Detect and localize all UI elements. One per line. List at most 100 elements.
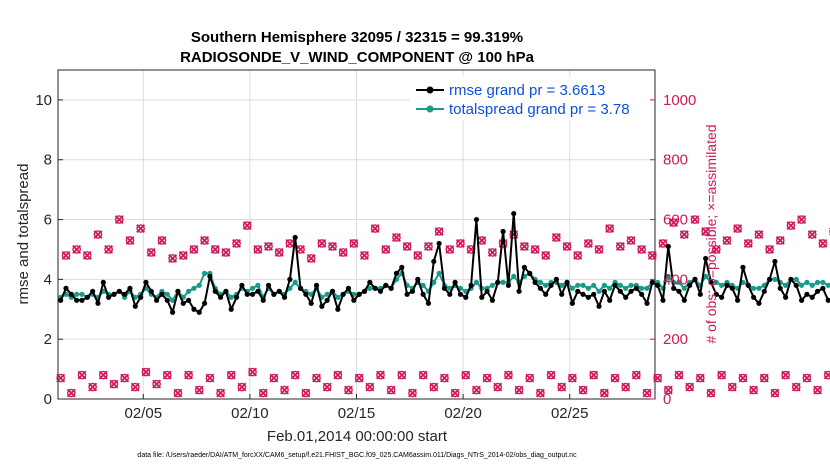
- possible-obs-point: [706, 388, 716, 398]
- rmse-point: [90, 288, 96, 294]
- possible-obs-point: [221, 248, 231, 257]
- assimilated-obs-point: [578, 385, 588, 395]
- assimilated-obs-point: [232, 239, 242, 248]
- assimilated-obs-point: [738, 373, 748, 383]
- assimilated-obs-point: [647, 250, 657, 260]
- totalspread-point: [804, 279, 810, 285]
- assimilated-obs-point: [200, 236, 210, 245]
- rmse-point: [473, 216, 480, 223]
- assimilated-obs-point: [274, 248, 284, 257]
- assimilated-obs-point: [535, 388, 545, 398]
- rmse-point: [239, 282, 245, 288]
- possible-obs-point: [786, 221, 796, 230]
- rmse-point: [532, 279, 538, 285]
- rmse-point: [58, 297, 64, 303]
- rmse-point: [212, 288, 218, 294]
- rmse-point: [63, 285, 69, 291]
- possible-obs-point: [120, 373, 129, 383]
- totalspread-point: [596, 288, 602, 294]
- assimilated-obs-point: [360, 250, 369, 260]
- totalspread-point: [511, 273, 517, 279]
- rmse-point: [548, 282, 554, 288]
- legend-totalspread-label: totalspread grand pr = 3.78: [449, 101, 630, 118]
- rmse-point: [665, 243, 671, 250]
- possible-obs-point: [482, 373, 492, 383]
- possible-obs-point: [333, 370, 343, 380]
- assimilated-obs-point: [376, 370, 385, 380]
- totalspread-point: [74, 291, 80, 297]
- possible-obs-point: [232, 239, 241, 248]
- assimilated-obs-point: [456, 239, 465, 248]
- rmse-point: [175, 288, 181, 294]
- possible-obs-point: [77, 370, 87, 380]
- rmse-point: [383, 282, 389, 288]
- possible-obs-point: [802, 373, 812, 383]
- possible-obs-point: [344, 385, 353, 395]
- assimilated-obs-point: [765, 245, 775, 254]
- possible-obs-point: [456, 239, 465, 248]
- assimilated-obs-point: [791, 382, 801, 392]
- assimilated-obs-point: [482, 373, 492, 383]
- possible-obs-point: [781, 370, 790, 380]
- rmse-point: [170, 309, 176, 315]
- possible-obs-point: [648, 251, 657, 260]
- assimilated-obs-point: [658, 239, 668, 248]
- assimilated-obs-point: [168, 253, 178, 263]
- totalspread-point: [607, 285, 613, 291]
- possible-obs-point: [610, 373, 620, 383]
- totalspread-point: [191, 285, 197, 291]
- possible-obs-point: [690, 215, 700, 224]
- possible-obs-point: [413, 251, 423, 260]
- rmse-point: [772, 258, 778, 265]
- rmse-point: [697, 291, 703, 297]
- possible-obs-point: [600, 388, 609, 398]
- assimilated-obs-point: [72, 245, 82, 254]
- totalspread-point: [591, 282, 597, 288]
- possible-obs-point: [770, 388, 780, 398]
- rmse-point: [761, 288, 767, 294]
- possible-obs-point: [237, 382, 247, 392]
- assimilated-obs-point: [685, 382, 695, 392]
- possible-obs-point: [146, 248, 156, 257]
- assimilated-obs-point: [461, 370, 471, 380]
- assimilated-obs-point: [152, 379, 162, 389]
- assimilated-obs-point: [136, 224, 146, 233]
- assimilated-obs-point: [477, 236, 487, 245]
- assimilated-obs-point: [701, 227, 711, 236]
- totalspread-point: [681, 285, 687, 291]
- assimilated-obs-point: [818, 239, 828, 248]
- rmse-point: [191, 306, 197, 312]
- rmse-point: [553, 276, 559, 282]
- possible-obs-point: [168, 254, 177, 263]
- assimilated-obs-point: [669, 218, 679, 227]
- assimilated-obs-point: [365, 382, 375, 392]
- possible-obs-point: [264, 242, 273, 251]
- assimilated-obs-point: [253, 245, 263, 254]
- totalspread-point: [170, 297, 176, 303]
- assimilated-obs-point: [567, 373, 577, 383]
- possible-obs-point: [578, 385, 588, 395]
- rmse-point: [388, 285, 394, 291]
- rmse-point: [271, 291, 277, 297]
- possible-obs-point: [83, 251, 92, 260]
- possible-obs-point: [360, 251, 369, 260]
- assimilated-obs-point: [162, 370, 172, 380]
- rmse-point: [521, 264, 528, 270]
- totalspread-point: [559, 282, 565, 288]
- totalspread-point: [793, 276, 799, 282]
- assimilated-obs-point: [450, 388, 460, 398]
- rmse-point: [185, 297, 192, 303]
- assimilated-obs-point: [503, 370, 513, 380]
- rmse-point: [655, 282, 661, 288]
- y-right-tick-label: 1000: [663, 92, 696, 109]
- rmse-point: [415, 276, 421, 282]
- rmse-point: [543, 291, 549, 297]
- rmse-point: [84, 294, 90, 300]
- possible-obs-point: [424, 242, 433, 251]
- rmse-point: [345, 285, 352, 291]
- possible-obs-point: [626, 236, 636, 245]
- possible-obs-point: [696, 373, 705, 383]
- legend-rmse-marker: [426, 86, 434, 94]
- assimilated-obs-point: [487, 248, 497, 257]
